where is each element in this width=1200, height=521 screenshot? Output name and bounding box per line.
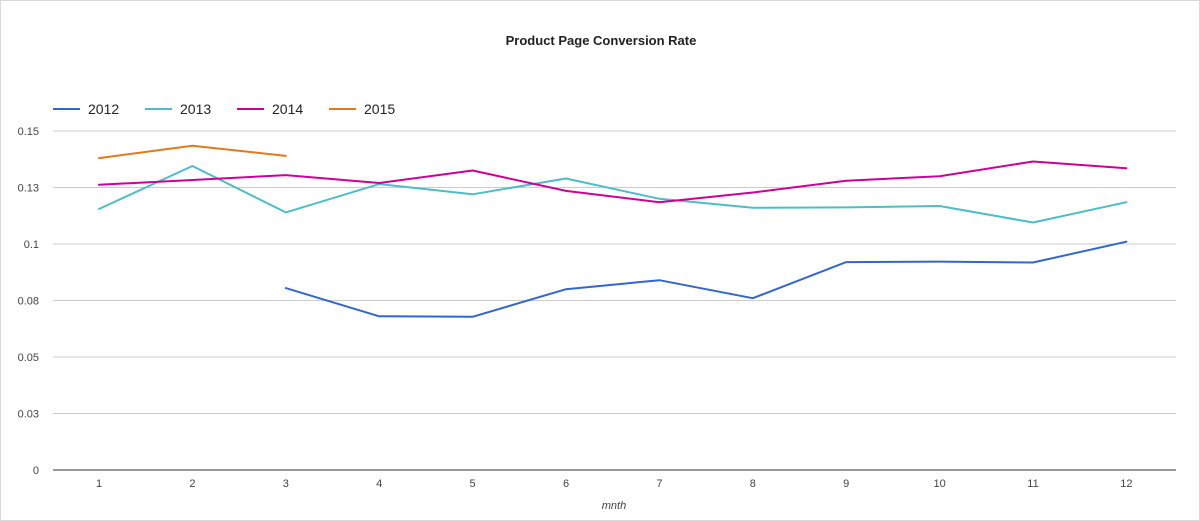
legend-label: 2014	[272, 101, 303, 117]
x-tick-label: 5	[470, 478, 476, 490]
legend: 2012 2013 2014 2015	[53, 101, 395, 117]
y-tick-label: 0.05	[18, 352, 39, 364]
y-tick-label: 0	[33, 465, 39, 477]
x-tick-label: 8	[750, 478, 756, 490]
x-tick-label: 9	[843, 478, 849, 490]
legend-label: 2012	[88, 101, 119, 117]
y-tick-label: 0.13	[18, 183, 39, 195]
x-tick-label: 6	[563, 478, 569, 490]
x-tick-label: 11	[1027, 478, 1038, 490]
y-tick-label: 0.1	[24, 239, 39, 251]
grid-layer	[53, 130, 1176, 414]
x-tick-label: 10	[933, 478, 945, 490]
series-layer	[98, 144, 1128, 318]
x-tick-label: 1	[96, 478, 102, 490]
legend-label: 2015	[364, 101, 395, 117]
x-axis-title: mnth	[602, 500, 626, 512]
series-line-2012	[284, 240, 1128, 318]
x-tick-label: 12	[1120, 478, 1132, 490]
series-line-2014	[98, 160, 1128, 204]
x-tick-label: 7	[656, 478, 662, 490]
x-tick-label: 4	[376, 478, 382, 490]
legend-label: 2013	[180, 101, 211, 117]
series-line-2013	[98, 165, 1128, 224]
chart-title: Product Page Conversion Rate	[506, 33, 697, 48]
x-tick-label: 2	[189, 478, 195, 490]
axis-layer: 00.030.050.080.10.130.151 2 3 4 5 6 7 8 9 10 11 12	[18, 126, 1176, 490]
y-tick-label: 0.03	[18, 409, 39, 421]
y-tick-label: 0.08	[18, 296, 39, 308]
series-line-2015	[98, 144, 287, 160]
y-tick-label: 0.15	[18, 126, 39, 138]
x-tick-label: 3	[283, 478, 289, 490]
